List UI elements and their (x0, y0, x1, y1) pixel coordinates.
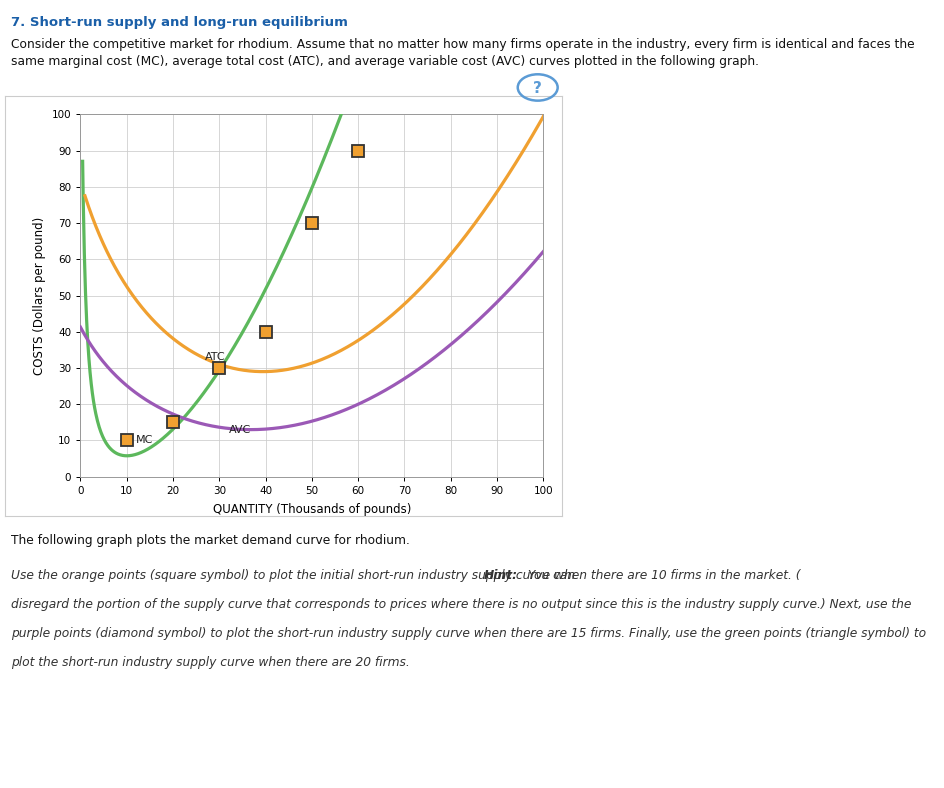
Text: same marginal cost (MC), average total cost (ATC), and average variable cost (AV: same marginal cost (MC), average total c… (11, 55, 759, 68)
Text: plot the short-run industry supply curve when there are 20 firms.: plot the short-run industry supply curve… (11, 656, 410, 669)
Text: ATC: ATC (205, 352, 226, 362)
Text: Hint:: Hint: (483, 569, 517, 582)
Text: purple points (diamond symbol) to plot the short-run industry supply curve when : purple points (diamond symbol) to plot t… (11, 627, 925, 640)
Text: 7. Short-run supply and long-run equilibrium: 7. Short-run supply and long-run equilib… (11, 16, 347, 28)
Text: The following graph plots the market demand curve for rhodium.: The following graph plots the market dem… (11, 534, 410, 547)
Text: Consider the competitive market for rhodium. Assume that no matter how many firm: Consider the competitive market for rhod… (11, 38, 914, 50)
Text: Use the orange points (square symbol) to plot the initial short-run industry sup: Use the orange points (square symbol) to… (11, 569, 800, 582)
Text: AVC: AVC (228, 425, 250, 435)
Y-axis label: COSTS (Dollars per pound): COSTS (Dollars per pound) (33, 217, 46, 374)
Text: disregard the portion of the supply curve that corresponds to prices where there: disregard the portion of the supply curv… (11, 598, 911, 611)
Text: ?: ? (532, 80, 542, 95)
Text: MC: MC (136, 436, 153, 445)
Text: You can: You can (523, 569, 574, 582)
X-axis label: QUANTITY (Thousands of pounds): QUANTITY (Thousands of pounds) (212, 503, 411, 515)
